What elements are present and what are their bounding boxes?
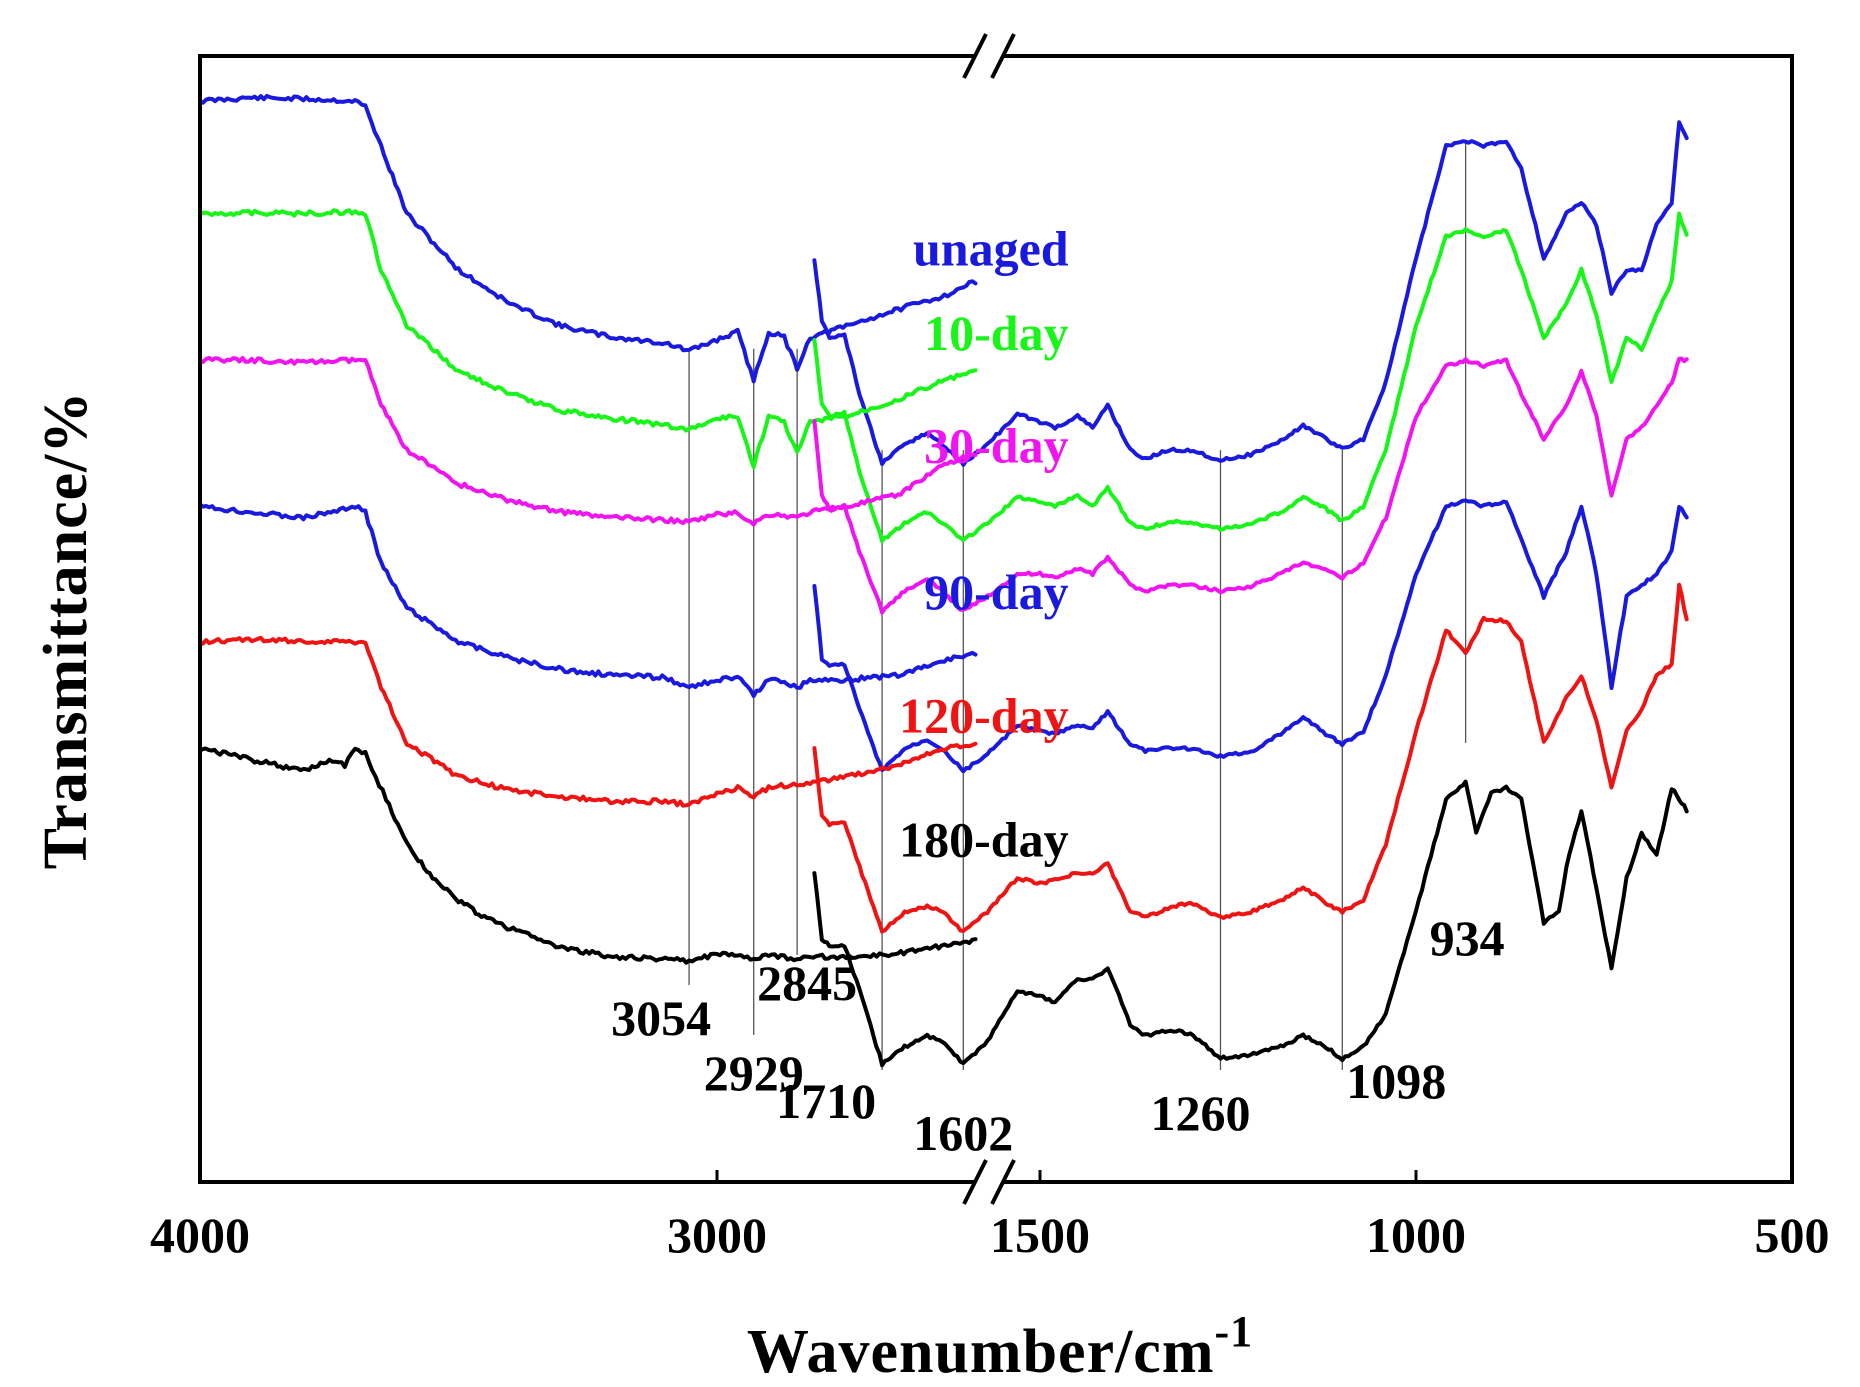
series-line-180-day-left	[198, 746, 978, 965]
x-tick-label-1500: 1500	[990, 1207, 1090, 1263]
peak-label-934: 934	[1430, 910, 1505, 966]
series-labels: unaged 10-day 30-day 90-day 120-day 180-day	[899, 220, 1069, 867]
series-label-120-day: 120-day	[899, 688, 1068, 744]
x-tick-label-4000: 4000	[150, 1207, 250, 1263]
x-tick-label-3000: 3000	[667, 1207, 767, 1263]
series-line-180-day-right	[812, 779, 1689, 1068]
x-tick-labels: 4000 3000 1500 1000 500	[150, 1170, 1830, 1263]
peak-guide-lines	[688, 140, 1467, 1070]
series-line-30-day-right	[812, 356, 1689, 615]
series-line-unaged-left	[198, 93, 978, 384]
x-axis-label-text: Wavenumber/cm	[747, 1318, 1215, 1386]
series-label-10-day: 10-day	[924, 305, 1068, 361]
peak-label-2845: 2845	[757, 955, 857, 1011]
series-line-10-day-right	[812, 211, 1689, 544]
x-axis-label-superscript: -1	[1214, 1307, 1253, 1356]
axis-break-bottom	[962, 1159, 1016, 1205]
series-label-180-day: 180-day	[899, 812, 1068, 868]
peak-label-1260: 1260	[1150, 1085, 1250, 1141]
series-line-120-day-right	[812, 582, 1689, 934]
series-line-90-day-left	[198, 502, 978, 698]
series-30-day	[198, 355, 1689, 615]
peak-label-2929: 2929	[704, 1045, 804, 1101]
axis-break-top	[962, 33, 1016, 79]
series-120-day	[198, 582, 1689, 934]
series-label-30-day: 30-day	[924, 417, 1068, 473]
series-line-30-day-left	[198, 355, 978, 527]
series-90-day	[198, 498, 1689, 774]
series-label-unaged: unaged	[913, 220, 1069, 276]
peak-label-1710: 1710	[776, 1073, 876, 1129]
x-axis-label: Wavenumber/cm-1	[747, 1307, 1253, 1386]
plot-frame	[198, 33, 1794, 1205]
series-unaged	[198, 93, 1689, 467]
series-10-day	[198, 208, 1689, 544]
peak-label-1098: 1098	[1346, 1053, 1446, 1109]
series-line-120-day-left	[198, 635, 978, 808]
series-layer	[198, 93, 1689, 1068]
x-tick-label-1000: 1000	[1366, 1207, 1466, 1263]
axes-frame	[198, 54, 1794, 1184]
series-line-10-day-left	[198, 208, 978, 470]
peak-label-3054: 3054	[611, 990, 711, 1046]
series-line-90-day-right	[812, 498, 1689, 774]
peak-label-1602: 1602	[913, 1105, 1013, 1161]
y-axis-label: Transmittance/%	[32, 391, 100, 870]
series-label-90-day: 90-day	[924, 564, 1068, 620]
x-tick-label-500: 500	[1755, 1207, 1830, 1263]
series-180-day	[198, 746, 1689, 1068]
